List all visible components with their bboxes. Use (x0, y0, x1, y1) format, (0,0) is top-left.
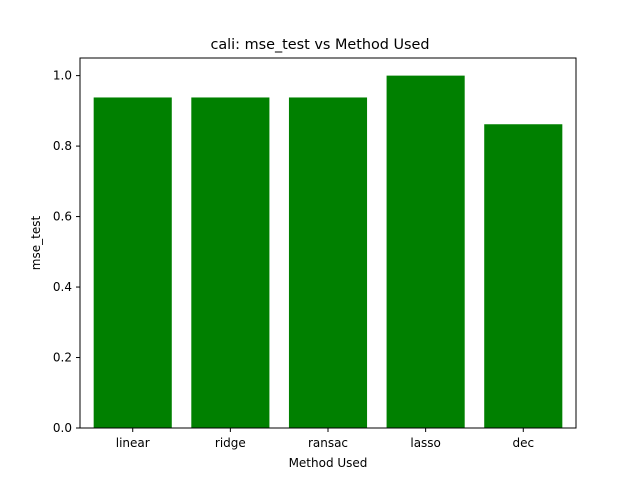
bar-lasso (386, 75, 465, 428)
x-axis-ticks: linear ridge ransac lasso dec (116, 428, 534, 450)
bar-linear (93, 97, 172, 428)
x-tick-label: linear (116, 436, 150, 450)
chart-title: cali: mse_test vs Method Used (210, 37, 429, 53)
y-tick-label: 0.6 (53, 210, 72, 224)
x-tick-label: ridge (215, 436, 246, 450)
y-axis-ticks: 0.0 0.2 0.4 0.6 0.8 1.0 (53, 69, 80, 435)
plot-frame (79, 57, 577, 429)
y-tick-label: 0.0 (53, 421, 72, 435)
bar-dec (484, 124, 563, 428)
x-tick-label: dec (512, 436, 534, 450)
bars-layer (93, 75, 563, 428)
y-tick-label: 0.8 (53, 139, 72, 153)
y-tick-label: 0.2 (53, 351, 72, 365)
bar-ransac (288, 97, 368, 428)
y-axis-label: mse_test (29, 216, 43, 271)
x-tick-label: ransac (308, 436, 348, 450)
bar-ridge (191, 97, 270, 428)
y-tick-label: 1.0 (53, 69, 72, 83)
x-axis-label: Method Used (289, 456, 368, 470)
x-tick-label: lasso (410, 436, 441, 450)
y-tick-label: 0.4 (53, 280, 72, 294)
